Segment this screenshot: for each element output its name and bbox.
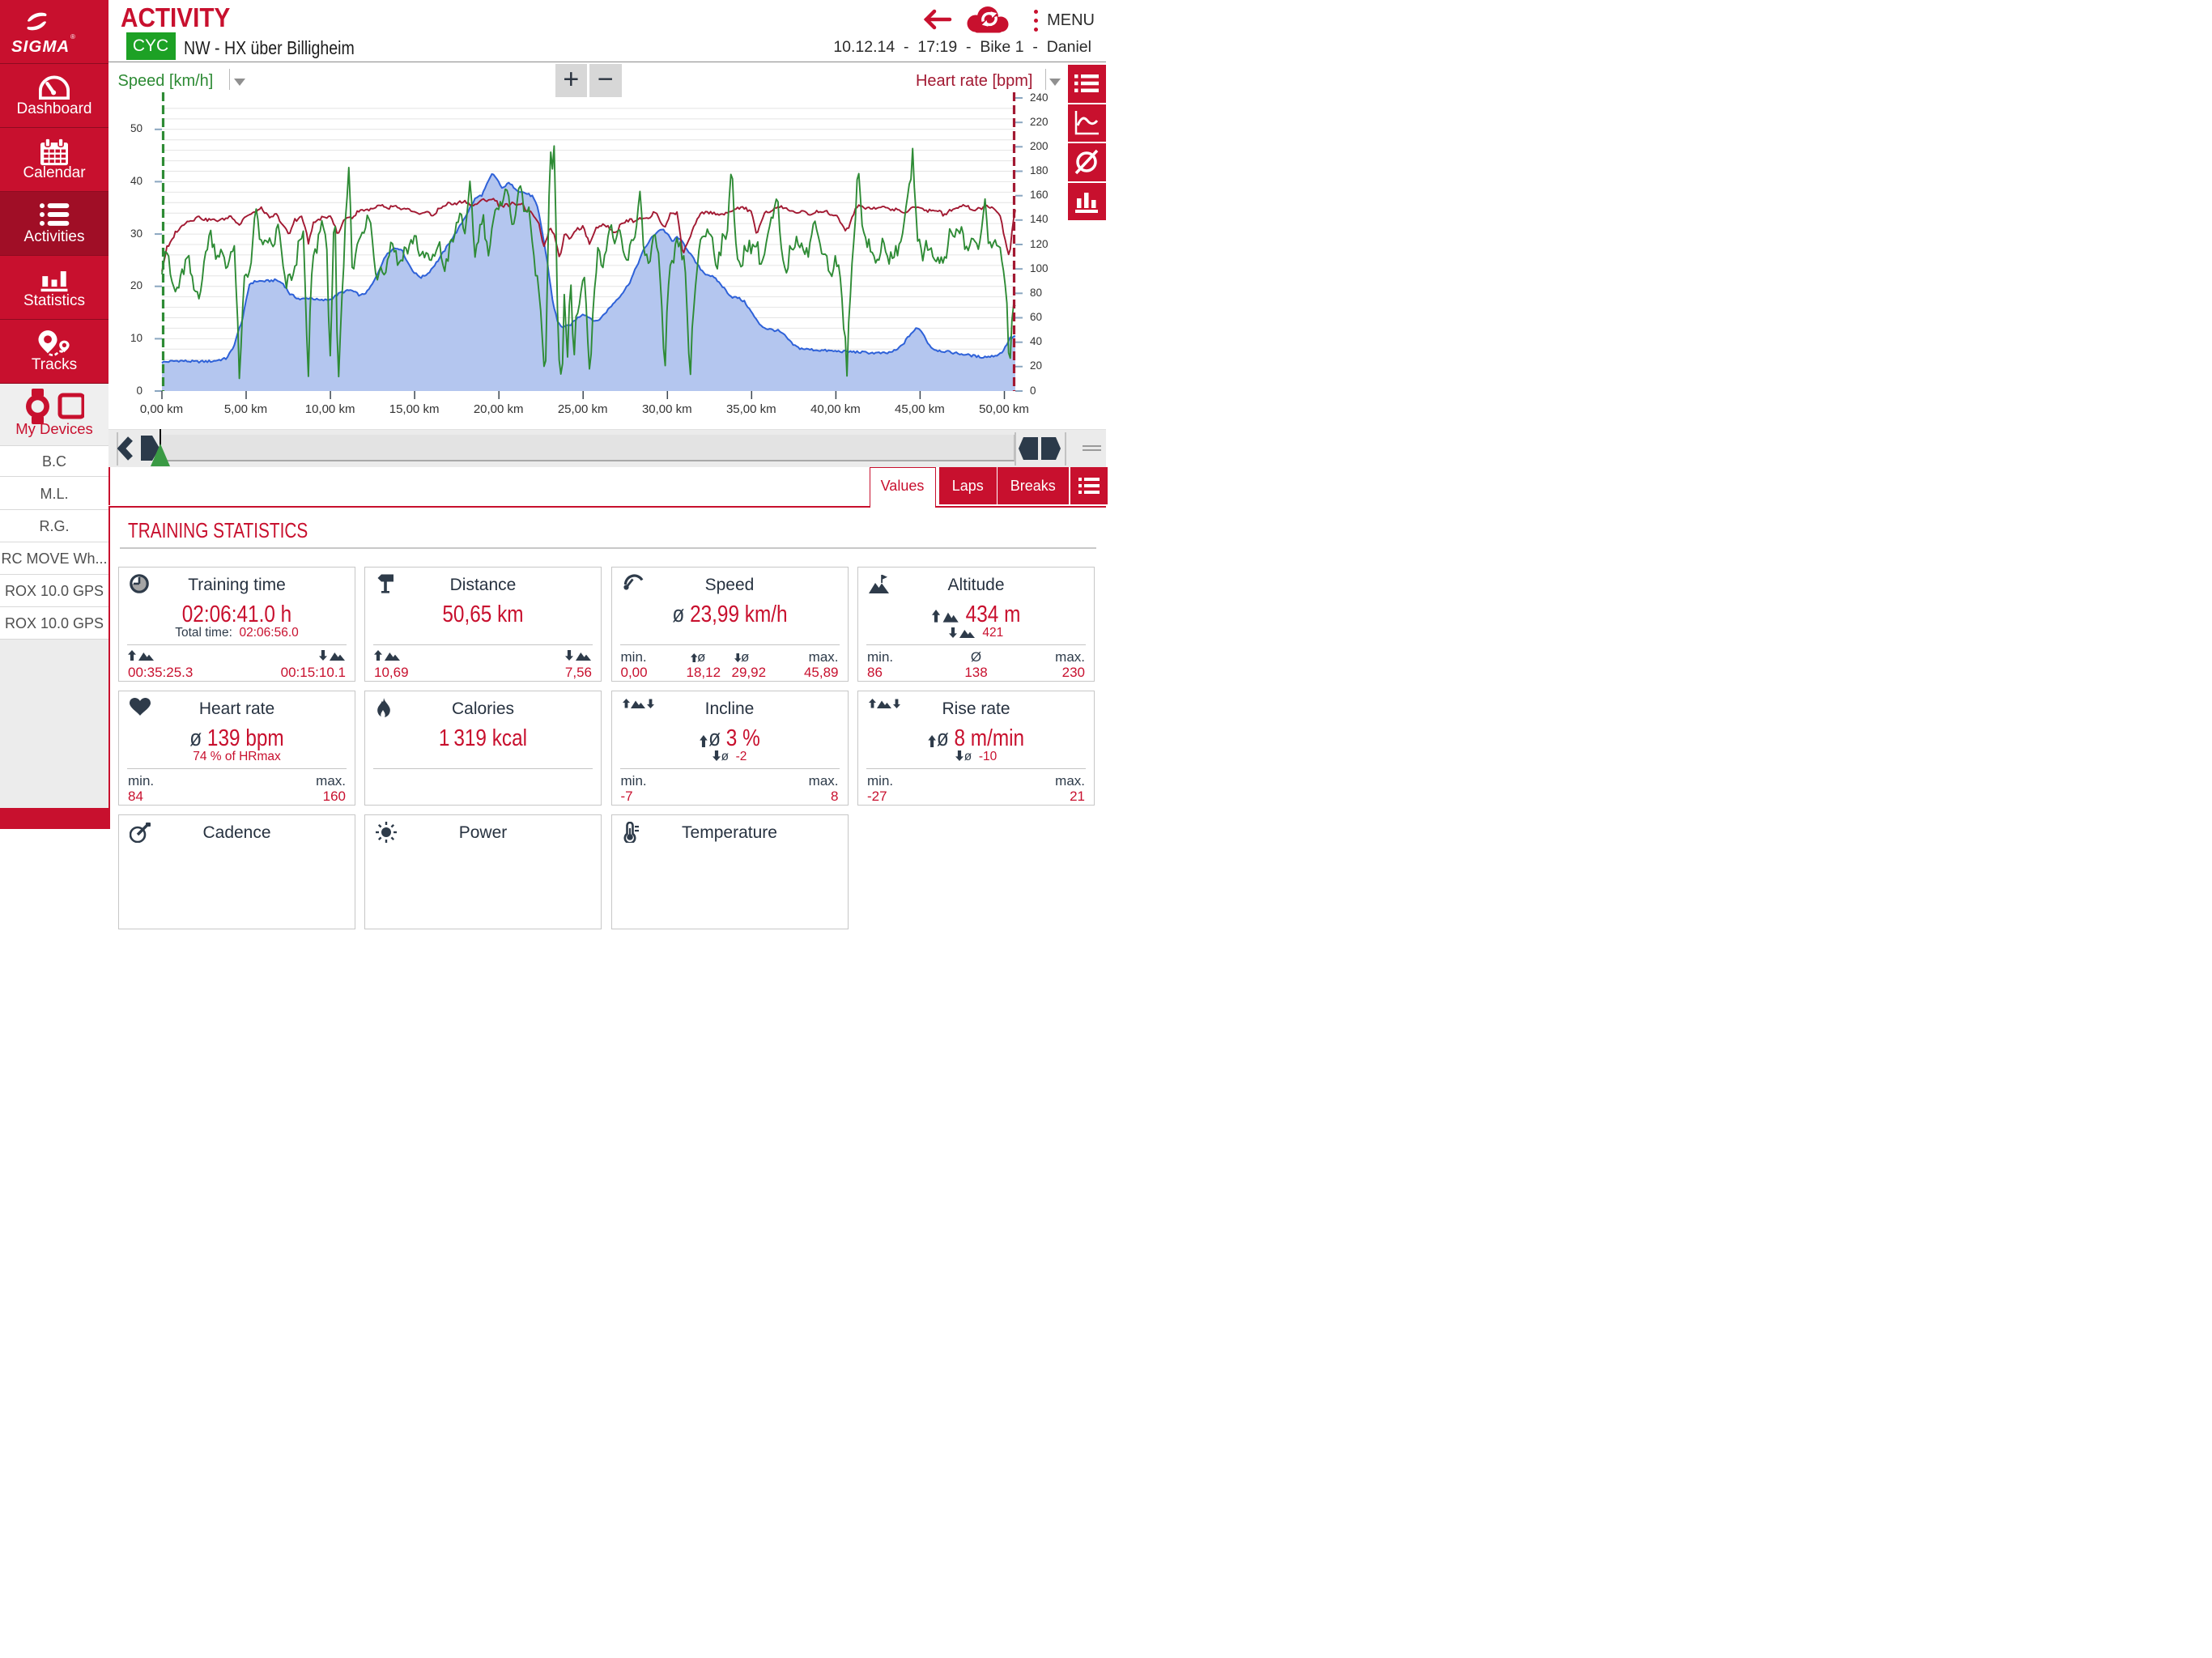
svg-text:®: ®	[70, 33, 75, 40]
svg-text:SIGMA: SIGMA	[11, 37, 70, 56]
